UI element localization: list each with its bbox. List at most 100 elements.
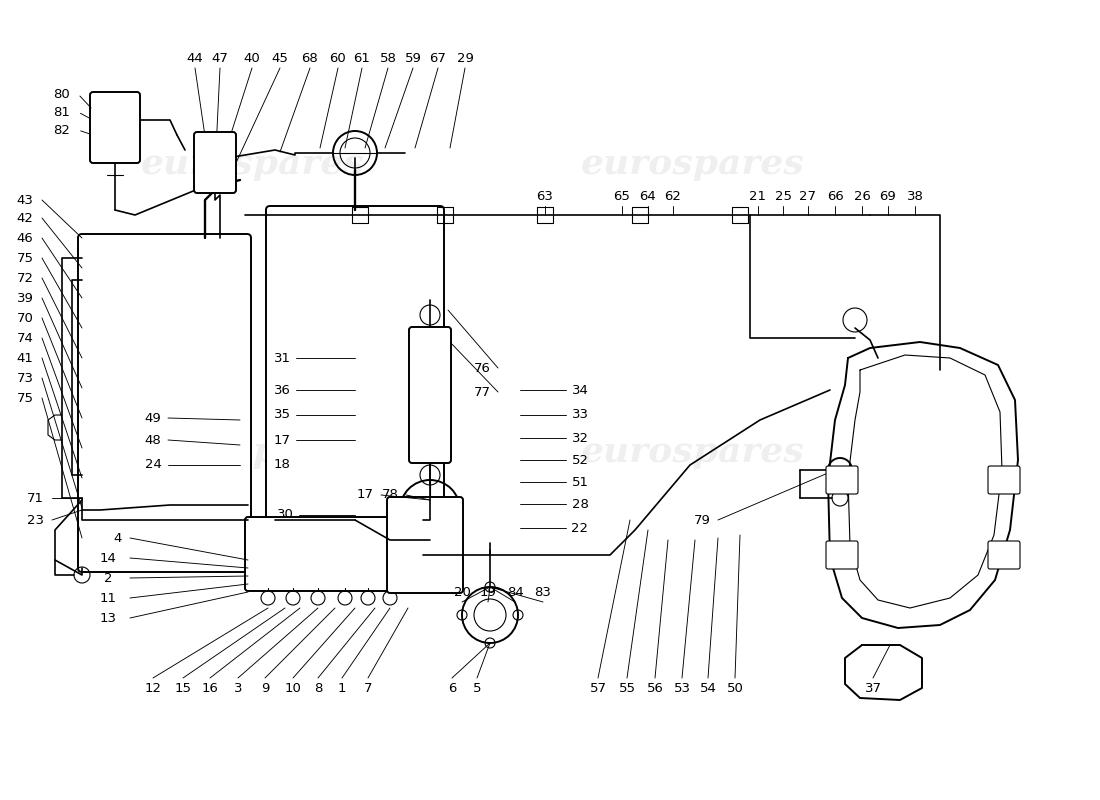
Text: 1: 1 (338, 682, 346, 694)
Text: 8: 8 (314, 682, 322, 694)
Text: 55: 55 (618, 682, 636, 694)
Text: 76: 76 (474, 362, 491, 374)
Text: 81: 81 (54, 106, 70, 118)
Text: 4: 4 (113, 531, 122, 545)
Text: 52: 52 (572, 454, 588, 466)
Text: 37: 37 (865, 682, 881, 694)
Text: 48: 48 (144, 434, 162, 446)
Text: 44: 44 (187, 51, 204, 65)
Text: 34: 34 (572, 383, 588, 397)
Text: 18: 18 (274, 458, 290, 471)
Text: 17: 17 (274, 434, 290, 446)
Text: 23: 23 (26, 514, 44, 526)
Text: 64: 64 (639, 190, 657, 202)
Text: 24: 24 (144, 458, 162, 471)
Text: 57: 57 (590, 682, 606, 694)
Text: 39: 39 (16, 291, 33, 305)
Text: 63: 63 (537, 190, 553, 202)
FancyBboxPatch shape (826, 466, 858, 494)
Text: 21: 21 (749, 190, 767, 202)
Text: 80: 80 (54, 87, 70, 101)
Text: 69: 69 (880, 190, 896, 202)
Text: eurospares: eurospares (581, 435, 805, 469)
Text: 25: 25 (774, 190, 792, 202)
Text: 35: 35 (274, 409, 290, 422)
Text: 5: 5 (473, 682, 482, 694)
Text: 28: 28 (572, 498, 588, 510)
Text: 50: 50 (727, 682, 744, 694)
Text: 2: 2 (103, 571, 112, 585)
Text: 10: 10 (285, 682, 301, 694)
Text: 19: 19 (480, 586, 496, 598)
Text: 13: 13 (99, 611, 117, 625)
Text: 15: 15 (175, 682, 191, 694)
Text: eurospares: eurospares (141, 147, 365, 181)
Text: 60: 60 (330, 51, 346, 65)
Text: 53: 53 (673, 682, 691, 694)
FancyBboxPatch shape (826, 541, 858, 569)
Text: 6: 6 (448, 682, 456, 694)
Text: 73: 73 (16, 371, 33, 385)
Text: 65: 65 (614, 190, 630, 202)
Text: 72: 72 (16, 271, 33, 285)
FancyBboxPatch shape (194, 132, 236, 193)
Text: 20: 20 (453, 586, 471, 598)
FancyBboxPatch shape (78, 234, 251, 572)
Text: 47: 47 (211, 51, 229, 65)
Text: 68: 68 (301, 51, 318, 65)
Text: 22: 22 (572, 522, 588, 534)
Text: 54: 54 (700, 682, 716, 694)
FancyBboxPatch shape (409, 327, 451, 463)
Text: 3: 3 (233, 682, 242, 694)
Text: 75: 75 (16, 391, 33, 405)
Text: 79: 79 (694, 514, 711, 526)
Text: 77: 77 (473, 386, 491, 398)
Text: 74: 74 (16, 331, 33, 345)
Text: 67: 67 (430, 51, 447, 65)
Text: 12: 12 (144, 682, 162, 694)
Text: 27: 27 (800, 190, 816, 202)
Text: 42: 42 (16, 211, 33, 225)
Text: 61: 61 (353, 51, 371, 65)
Text: 51: 51 (572, 475, 588, 489)
Text: 9: 9 (261, 682, 270, 694)
Text: 17: 17 (356, 489, 374, 502)
Text: eurospares: eurospares (581, 147, 805, 181)
Text: 11: 11 (99, 591, 117, 605)
Text: 14: 14 (100, 551, 117, 565)
Text: 41: 41 (16, 351, 33, 365)
Text: 29: 29 (456, 51, 473, 65)
Text: 16: 16 (201, 682, 219, 694)
Text: 71: 71 (26, 491, 44, 505)
Text: 82: 82 (54, 123, 70, 137)
Text: 43: 43 (16, 194, 33, 206)
Text: 46: 46 (16, 231, 33, 245)
Text: 32: 32 (572, 431, 588, 445)
Text: 84: 84 (507, 586, 524, 598)
Text: 49: 49 (144, 411, 162, 425)
Text: eurospares: eurospares (141, 435, 365, 469)
Text: 83: 83 (535, 586, 551, 598)
Text: 38: 38 (906, 190, 923, 202)
FancyBboxPatch shape (387, 497, 463, 593)
Text: 40: 40 (243, 51, 261, 65)
Text: 59: 59 (405, 51, 421, 65)
Text: 7: 7 (364, 682, 372, 694)
Text: 75: 75 (16, 251, 33, 265)
FancyBboxPatch shape (90, 92, 140, 163)
FancyBboxPatch shape (988, 541, 1020, 569)
Text: 58: 58 (379, 51, 396, 65)
Text: 31: 31 (274, 351, 290, 365)
Text: 56: 56 (647, 682, 663, 694)
Text: 30: 30 (276, 509, 294, 522)
Text: 26: 26 (854, 190, 870, 202)
Text: 36: 36 (274, 383, 290, 397)
FancyBboxPatch shape (245, 517, 426, 591)
Text: 66: 66 (826, 190, 844, 202)
Text: 45: 45 (272, 51, 288, 65)
Text: 33: 33 (572, 409, 588, 422)
Text: 78: 78 (382, 489, 398, 502)
Text: 62: 62 (664, 190, 681, 202)
FancyBboxPatch shape (266, 206, 444, 584)
Text: 70: 70 (16, 311, 33, 325)
